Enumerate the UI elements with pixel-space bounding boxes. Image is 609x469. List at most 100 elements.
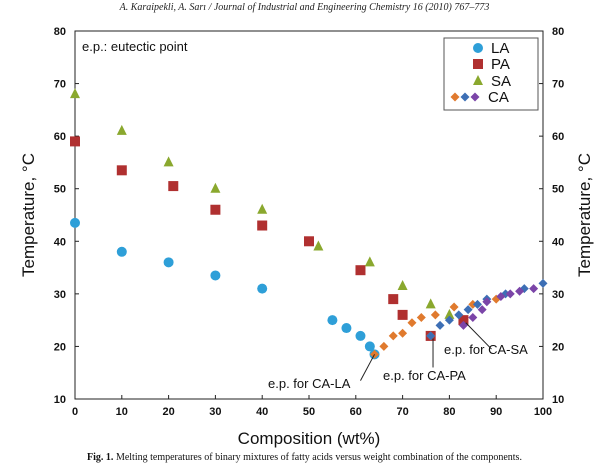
x-tick-label: 40 [256, 406, 268, 418]
y-right-axis-label: Temperature, °C [575, 153, 594, 277]
y-right-tick-label: 40 [552, 236, 564, 248]
ca-point [472, 299, 482, 309]
x-tick-label: 90 [490, 406, 502, 418]
y-tick-label: 60 [54, 131, 66, 143]
la-point [116, 246, 127, 257]
pa-point [304, 236, 314, 247]
la-point [210, 270, 221, 281]
x-tick-label: 60 [350, 406, 362, 418]
legend-ca-label: CA [488, 89, 509, 106]
legend-la-marker [473, 43, 483, 53]
la-point [70, 217, 80, 228]
y-right-tick-label: 50 [552, 184, 564, 196]
y-right-tick-label: 80 [552, 26, 564, 38]
legend-sa-label: SA [491, 73, 511, 90]
caption-text: Melting temperatures of binary mixtures … [115, 452, 522, 463]
ep-ca-la-label: e.p. for CA-LA [268, 376, 351, 391]
x-tick-label: 80 [443, 406, 455, 418]
ca-sa-pointer [465, 322, 492, 350]
ca-point [407, 318, 417, 328]
y-tick-label: 50 [54, 184, 66, 196]
sa-point [163, 156, 174, 167]
x-axis-label: Composition (wt%) [238, 429, 381, 448]
sa-point [364, 256, 375, 267]
ca-point [538, 278, 548, 288]
la-point [163, 257, 174, 268]
legend-pa-marker [473, 59, 483, 69]
chart-points [70, 88, 548, 360]
ca-point [468, 313, 478, 323]
y-tick-label: 10 [54, 394, 66, 406]
eutectic-note: e.p.: eutectic point [82, 39, 188, 54]
x-tick-label: 10 [116, 406, 128, 418]
ca-point [463, 305, 473, 315]
pa-point [70, 136, 80, 147]
sa-point [257, 203, 268, 214]
y-tick-label: 40 [54, 236, 66, 248]
ca-point [449, 302, 459, 312]
ca-la-pointer [360, 354, 375, 381]
ca-point [435, 320, 445, 330]
y-tick-label: 70 [54, 79, 66, 91]
ca-point [430, 310, 440, 320]
ca-point [454, 310, 464, 320]
caption-label: Fig. 1. [87, 452, 114, 463]
y-axis-label: Temperature, °C [19, 153, 38, 277]
legend-pa-label: PA [491, 56, 510, 73]
figure-caption: Fig. 1. Melting temperatures of binary m… [0, 452, 609, 463]
x-tick-label: 0 [72, 406, 78, 418]
chart-annotations: e.p.: eutectic point e.p. for CA-LA e.p. f… [82, 39, 528, 391]
la-point [364, 341, 375, 352]
y-right-tick-label: 60 [552, 131, 564, 143]
ca-point [505, 289, 515, 299]
pa-point [355, 265, 366, 276]
ca-point [444, 315, 454, 325]
legend-la-label: LA [491, 40, 509, 57]
ca-point [496, 291, 506, 301]
x-tick-label: 50 [303, 406, 315, 418]
y-right-tick-label: 10 [552, 394, 564, 406]
ca-point [482, 297, 492, 307]
ca-point [515, 286, 525, 296]
ep-ca-pa-label: e.p. for CA-PA [383, 368, 466, 383]
pa-point [458, 315, 469, 326]
x-tick-label: 100 [534, 406, 552, 418]
pa-point [168, 181, 179, 192]
y-right-tick-label: 20 [552, 341, 564, 353]
x-tick-label: 30 [209, 406, 221, 418]
y-tick-label: 20 [54, 341, 66, 353]
legend-sa-marker [473, 75, 483, 85]
ep-ca-sa-label: e.p. for CA-SA [444, 342, 528, 357]
sa-point [210, 182, 221, 193]
pa-point [397, 309, 408, 320]
pa-point [210, 204, 221, 215]
ca-point [477, 305, 487, 315]
sa-point [444, 308, 455, 319]
x-tick-label: 20 [162, 406, 174, 418]
ca-point [468, 299, 478, 309]
ca-point [388, 331, 398, 341]
x-tick-label: 70 [396, 406, 408, 418]
legend-ca-marker [450, 92, 460, 102]
sa-point [313, 240, 324, 251]
journal-header: A. Karaipekli, A. Sarı / Journal of Indu… [119, 2, 490, 13]
pa-point [116, 165, 127, 176]
pa-point [257, 220, 268, 231]
y-right-tick-label: 70 [552, 79, 564, 91]
ca-point [416, 313, 426, 323]
sa-point [116, 124, 127, 135]
ca-point [398, 328, 408, 338]
y-tick-label: 30 [54, 289, 66, 301]
la-point [257, 283, 268, 294]
pa-point [388, 294, 399, 305]
la-point [327, 315, 338, 326]
sa-point [425, 298, 436, 309]
legend-ca-marker [470, 92, 480, 102]
legend-ca-marker [460, 92, 470, 102]
ca-point [529, 284, 539, 294]
y-tick-label: 80 [54, 26, 66, 38]
legend-box [443, 37, 539, 111]
